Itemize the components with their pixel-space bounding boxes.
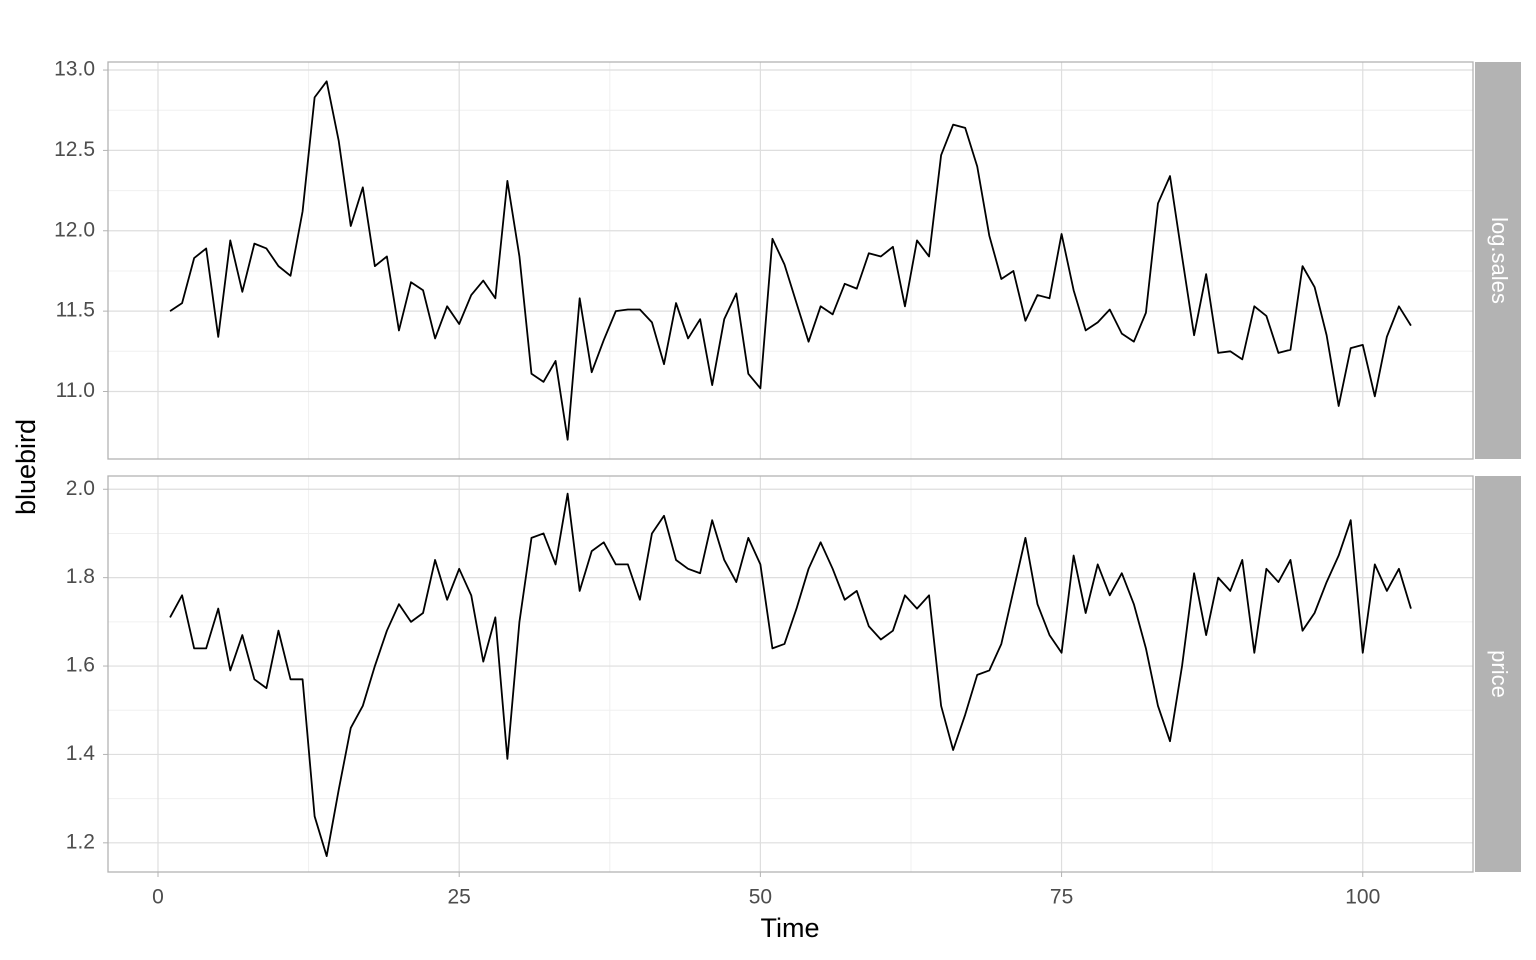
line [169, 80, 1412, 441]
y-tick-label: 1.4 [66, 742, 96, 765]
line [169, 492, 1412, 857]
x-axis-title: Time [761, 913, 820, 943]
y-tick-label: 12.5 [54, 138, 95, 161]
y-tick-label: 13.0 [54, 58, 95, 81]
x-tick-label: 100 [1345, 886, 1380, 909]
strip-label: log.sales [1487, 217, 1512, 304]
strip [1475, 62, 1521, 459]
panel [108, 476, 1473, 872]
x-tick-label: 50 [749, 886, 772, 909]
x-tick-label: 75 [1050, 886, 1073, 909]
y-tick-label: 1.2 [66, 830, 95, 853]
y-tick-label: 1.8 [66, 565, 95, 588]
y-tick-label: 11.0 [56, 379, 95, 402]
strip [1475, 476, 1521, 872]
y-tick-label: 1.6 [66, 654, 95, 677]
panel-border [107, 475, 1474, 873]
x-tick-label: 25 [448, 886, 471, 909]
panel-border [107, 61, 1474, 460]
y-axis-title: bluebird [11, 419, 41, 515]
strip-label: price [1487, 650, 1512, 698]
x-tick-label: 0 [152, 886, 164, 909]
y-tick-label: 11.5 [56, 299, 95, 322]
y-tick-label: 12.0 [54, 218, 95, 241]
y-tick-label: 2.0 [66, 477, 95, 500]
